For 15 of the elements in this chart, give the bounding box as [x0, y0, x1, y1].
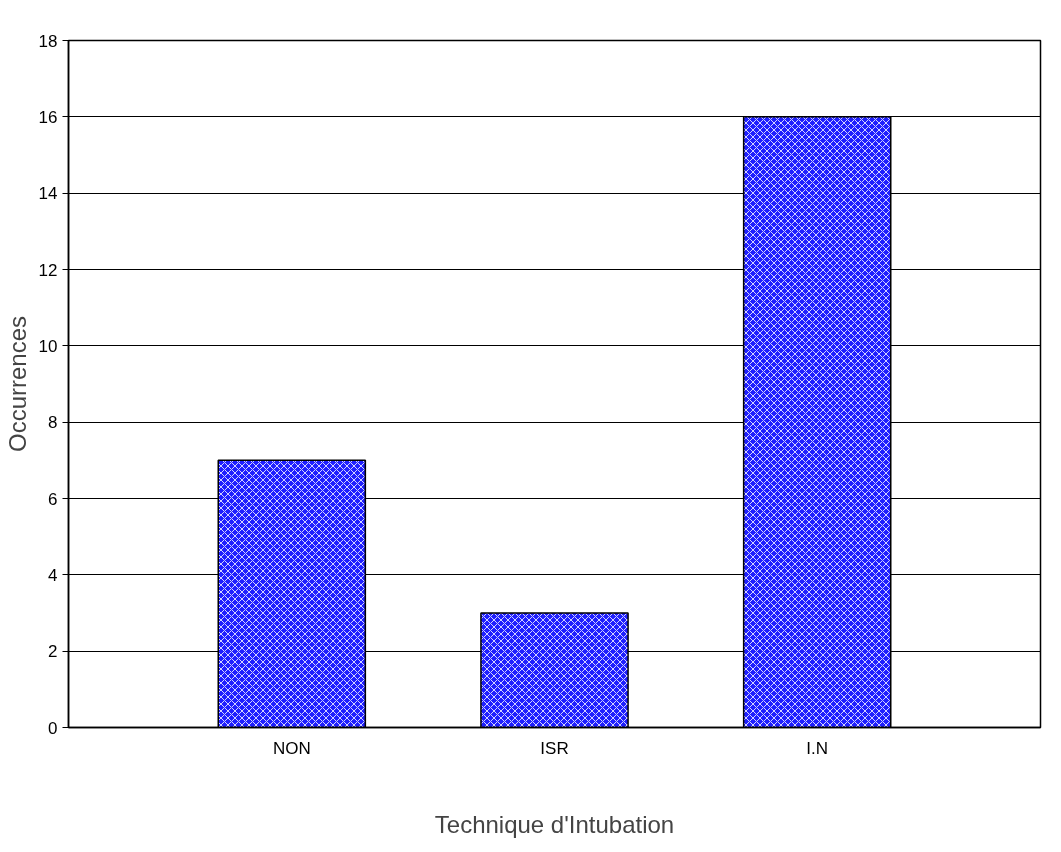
y-axis-title: Occurrences	[3, 315, 31, 453]
y-tick-label: 4	[48, 565, 58, 585]
y-tick-label: 16	[38, 107, 58, 127]
x-tick-label: NON	[272, 738, 311, 758]
y-tick-label: 18	[38, 31, 58, 51]
y-tick-label: 6	[48, 489, 58, 509]
y-tick-label: 10	[38, 336, 58, 356]
y-tick-label: 0	[48, 718, 58, 738]
y-tick-label: 12	[38, 260, 58, 280]
y-tick-label: 2	[48, 642, 58, 662]
x-axis-title: Technique d'Intubation	[434, 810, 675, 838]
y-tick-label: 8	[48, 413, 58, 433]
x-tick-label: I.N	[806, 738, 829, 758]
y-tick-label: 14	[38, 184, 58, 204]
x-tick-label: ISR	[540, 738, 569, 758]
